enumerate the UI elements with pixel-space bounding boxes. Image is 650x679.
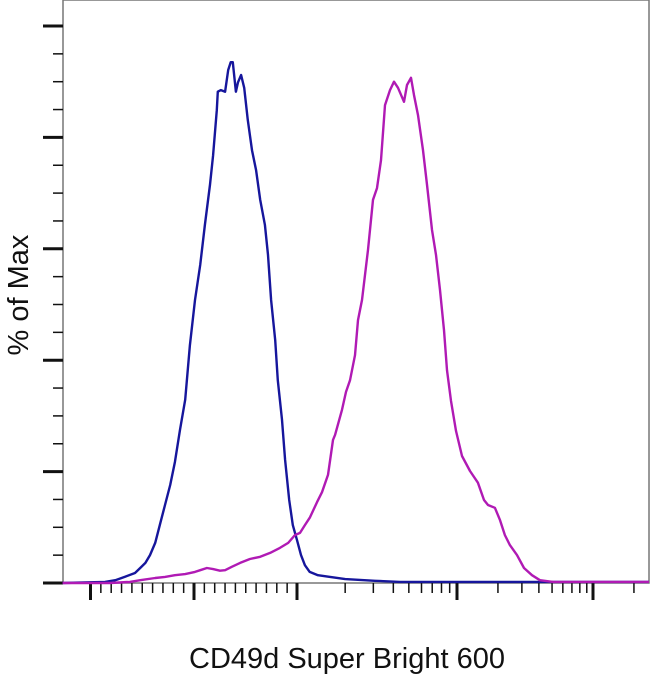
histogram-line-1 bbox=[62, 61, 649, 585]
histogram-series bbox=[62, 61, 649, 585]
plot-frame bbox=[62, 0, 650, 584]
histogram-line-2 bbox=[62, 76, 649, 585]
x-axis-ticks bbox=[89, 583, 635, 600]
x-axis-label: CD49d Super Bright 600 bbox=[189, 643, 505, 675]
y-axis-label: % of Max bbox=[3, 234, 35, 355]
y-axis-ticks bbox=[43, 24, 63, 585]
plot-border bbox=[62, 0, 650, 584]
